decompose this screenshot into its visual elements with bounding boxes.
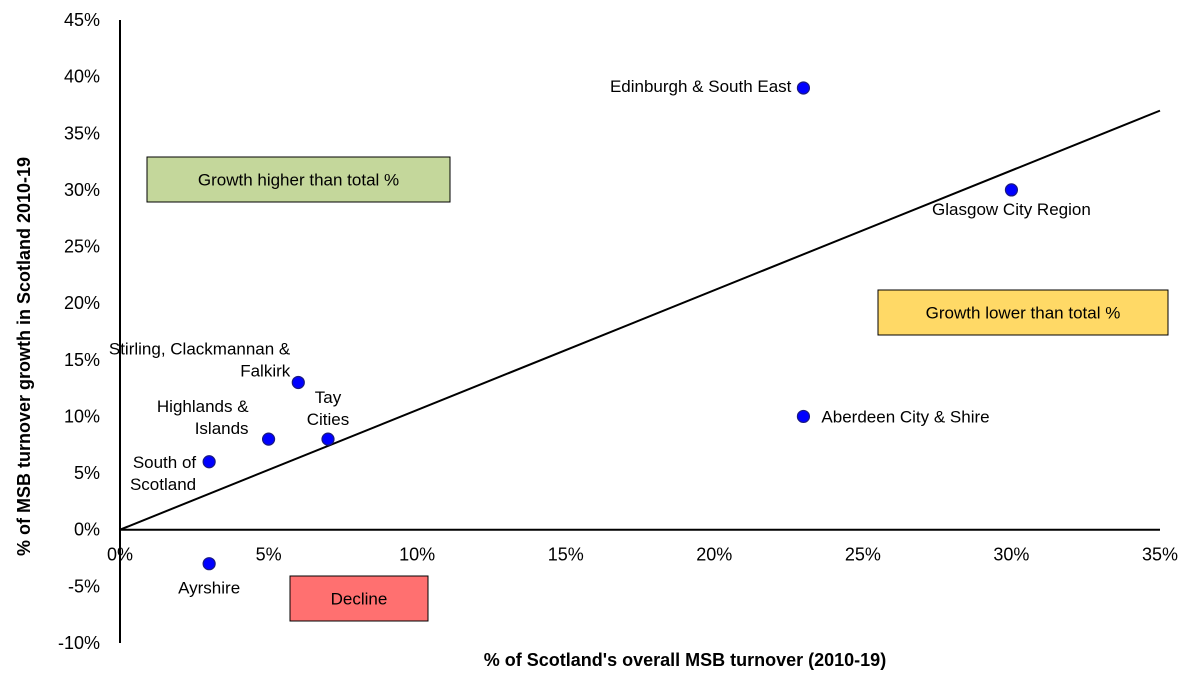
data-point: [202, 557, 216, 571]
y-tick-label: 0%: [74, 520, 100, 540]
x-tick-label: 5%: [256, 545, 282, 565]
tick-labels: -10% -5% 0% 5% 10% 15% 20% 25% 30% 35% 40% 45% 0% 5% 1…: [58, 10, 1178, 653]
y-tick-label: 15%: [64, 350, 100, 370]
annotations: Growth higher than total % Growth lower t…: [146, 156, 1169, 622]
x-axis-title: % of Scotland's overall MSB turnover (20…: [484, 650, 886, 670]
data-point: [261, 432, 276, 446]
growth-lower-box: Growth lower than total %: [877, 289, 1169, 336]
point-label: Glasgow City Region: [932, 200, 1091, 219]
data-points: [202, 81, 1019, 571]
point-label: Highlands & Islands: [157, 397, 249, 438]
point-label: South of Scotland: [130, 453, 196, 494]
data-point: [291, 375, 305, 390]
y-tick-label: 5%: [74, 463, 100, 483]
point-label: Ayrshire: [178, 579, 240, 598]
data-point: [796, 409, 811, 424]
growth-lower-box-rect: [877, 289, 1169, 336]
y-tick-label: 20%: [64, 293, 100, 313]
y-tick-label: 30%: [64, 180, 100, 200]
y-tick-label: 25%: [64, 237, 100, 257]
x-tick-label: 15%: [548, 545, 584, 565]
decline-box-rect: [289, 575, 429, 622]
reference-line: [119, 109, 1161, 531]
point-label: Tay Cities: [307, 388, 350, 429]
point-label: Stirling, Clackmannan & Falkirk: [109, 339, 291, 380]
growth-lower-box-label: Growth lower than total %: [926, 304, 1121, 323]
y-tick-label: 45%: [64, 10, 100, 30]
y-tick-label: 40%: [64, 67, 100, 87]
point-label: Aberdeen City & Shire: [821, 407, 989, 426]
data-point: [1004, 183, 1019, 197]
point-labels: Edinburgh & South East Glasgow City Regio…: [109, 77, 1091, 598]
decline-box: Decline: [289, 575, 429, 622]
growth-higher-box-label: Growth higher than total %: [198, 171, 399, 190]
x-tick-label: 0%: [107, 545, 133, 565]
data-point: [796, 81, 811, 95]
y-tick-label: -10%: [58, 633, 100, 653]
axes: [119, 20, 1160, 643]
growth-higher-box-rect: [146, 156, 451, 203]
y-tick-label: -5%: [68, 576, 100, 596]
x-tick-label: 10%: [399, 545, 435, 565]
growth-higher-box: Growth higher than total %: [146, 156, 451, 203]
y-tick-label: 10%: [64, 406, 100, 426]
point-label: Edinburgh & South East: [610, 77, 792, 96]
x-tick-label: 35%: [1142, 545, 1178, 565]
x-tick-label: 30%: [993, 545, 1029, 565]
y-tick-label: 35%: [64, 123, 100, 143]
x-tick-label: 20%: [696, 545, 732, 565]
decline-box-label: Decline: [331, 590, 388, 609]
data-point: [321, 432, 335, 446]
x-tick-label: 25%: [845, 545, 881, 565]
y-axis-title: % of MSB turnover growth in Scotland 201…: [14, 157, 34, 556]
data-point: [202, 455, 216, 469]
